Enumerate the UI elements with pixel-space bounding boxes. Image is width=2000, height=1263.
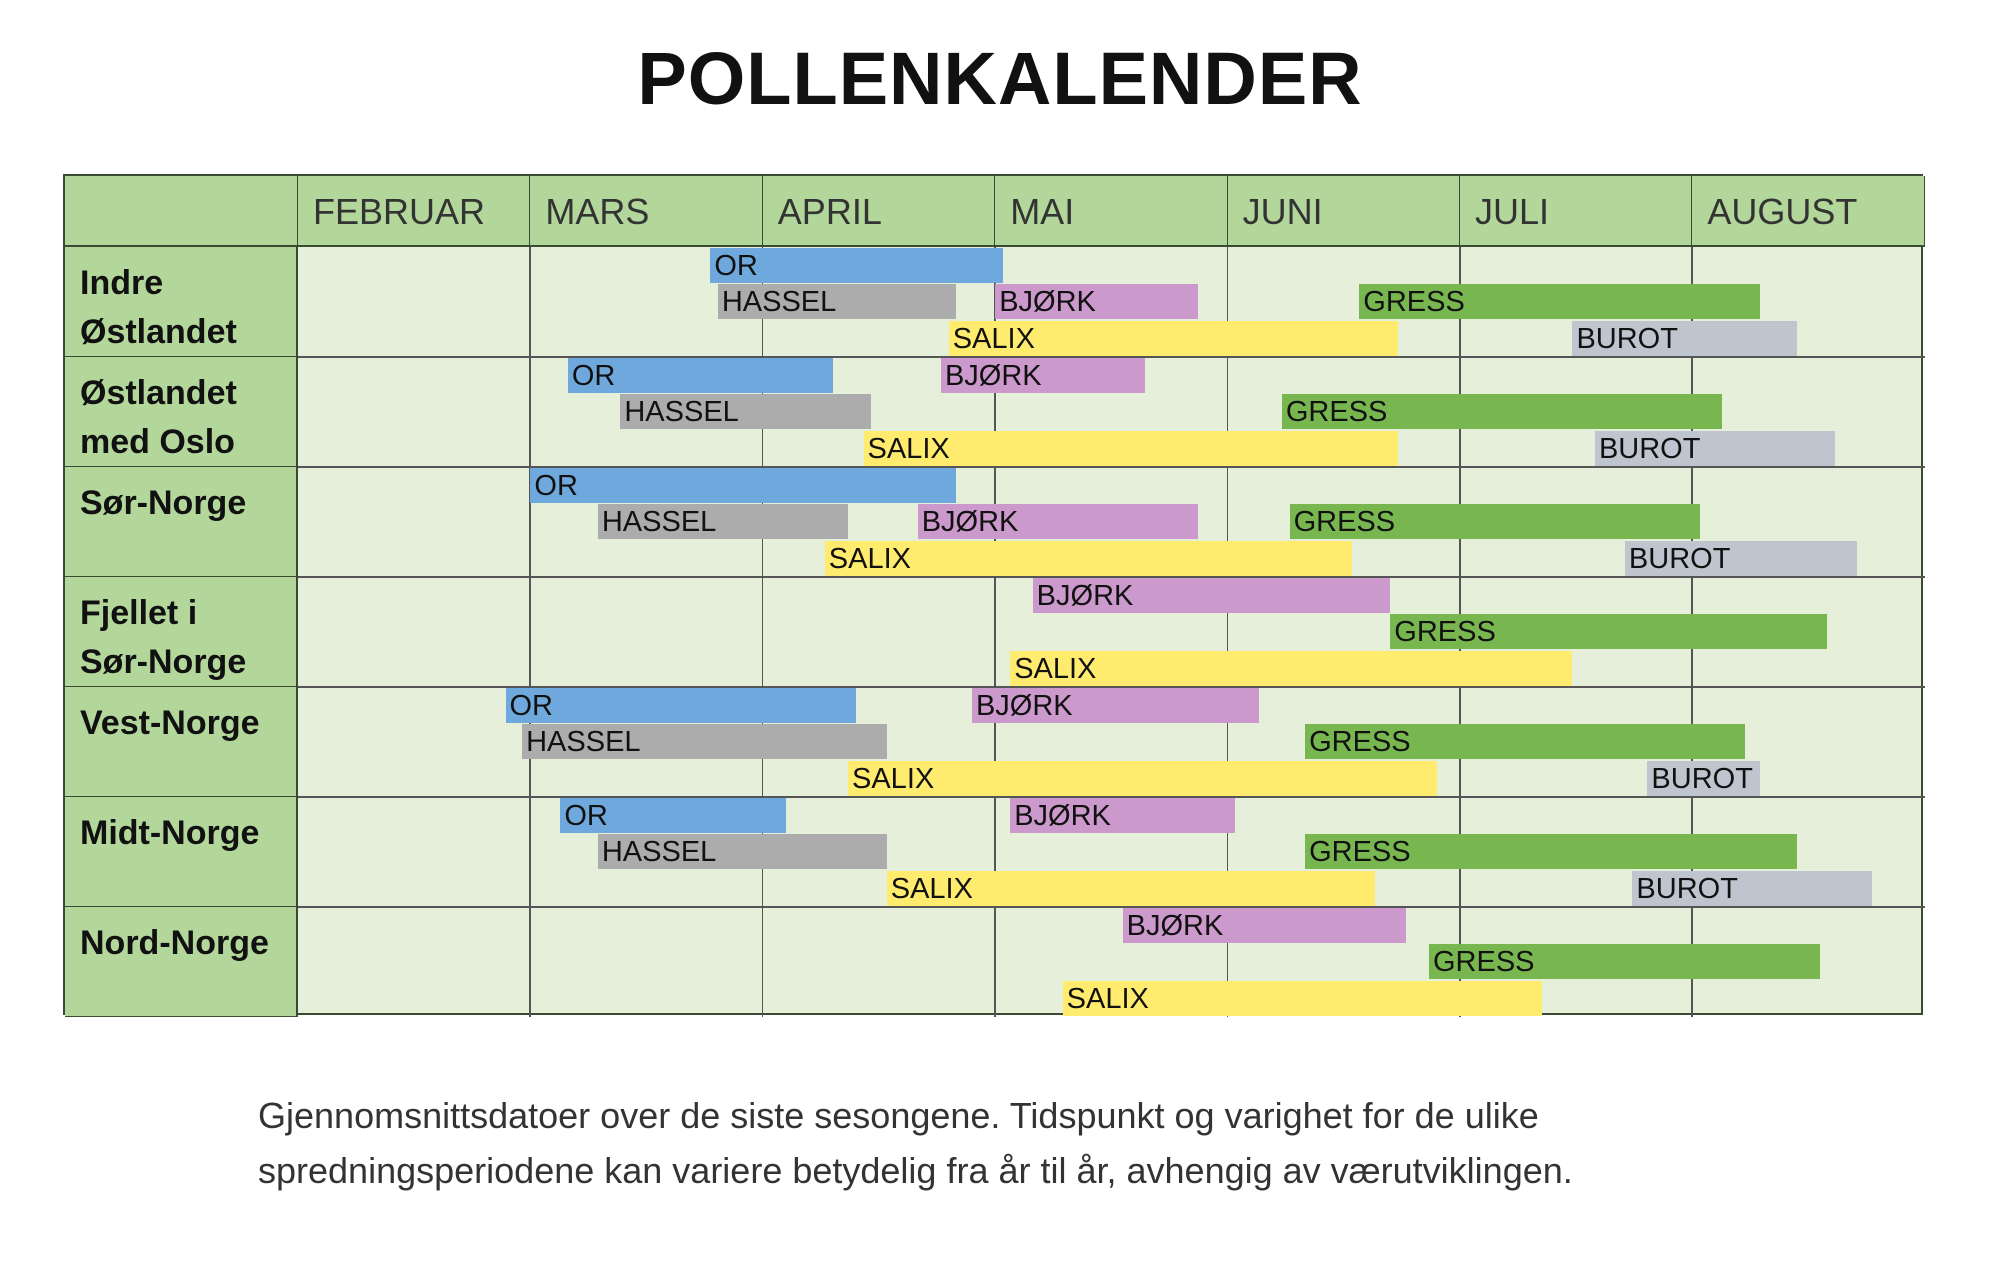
pollen-calendar-chart: FEBRUAR MARS APRIL MAI JUNI JULI AUGUST Indre Øs… xyxy=(63,174,1925,1017)
month-gridline xyxy=(994,247,996,1017)
month-header-april: APRIL xyxy=(762,176,996,247)
region-divider xyxy=(298,906,1925,908)
region-label: Vest-Norge xyxy=(65,687,298,797)
bar-gress: GRESS xyxy=(1390,614,1828,650)
month-header-juni: JUNI xyxy=(1227,176,1460,247)
region-divider xyxy=(298,466,1925,468)
region-label-line: Sør-Norge xyxy=(80,643,247,681)
bar-hassel: HASSEL xyxy=(597,834,887,870)
month-header-mai: MAI xyxy=(995,176,1228,247)
bar-gress: GRESS xyxy=(1429,944,1820,980)
month-header-mars: MARS xyxy=(530,176,763,247)
bar-gress: GRESS xyxy=(1289,504,1700,540)
bar-bjork: BJØRK xyxy=(917,504,1198,540)
bar-salix: SALIX xyxy=(824,540,1352,576)
header-corner xyxy=(65,176,298,247)
bar-salix: SALIX xyxy=(886,870,1375,906)
bar-salix: SALIX xyxy=(1010,650,1573,686)
bar-gress: GRESS xyxy=(1281,394,1723,430)
bar-hassel: HASSEL xyxy=(717,284,957,320)
bar-bjork: BJØRK xyxy=(1122,908,1406,943)
bar-hassel: HASSEL xyxy=(597,504,848,540)
bar-burot: BUROT xyxy=(1632,870,1873,906)
region-label-line: Østlandet xyxy=(80,374,237,412)
bar-gress: GRESS xyxy=(1359,284,1760,320)
month-gridline xyxy=(761,247,764,1017)
month-gridline xyxy=(1226,247,1229,1017)
region-label-line: Fjellet i xyxy=(80,594,198,632)
region-divider xyxy=(298,796,1925,798)
footnote-line-1: Gjennomsnittsdatoer over de siste sesong… xyxy=(258,1095,1539,1136)
bar-burot: BUROT xyxy=(1572,320,1798,356)
page-title: POLLENKALENDER xyxy=(637,37,1363,120)
month-header-februar: FEBRUAR xyxy=(298,176,531,247)
region-label-line: Indre xyxy=(80,264,164,302)
region-label: Fjellet i Sør-Norge xyxy=(65,577,298,687)
region-label: Østlandet med Oslo xyxy=(65,357,298,467)
month-gridline xyxy=(529,247,531,1017)
bar-bjork: BJØRK xyxy=(971,688,1259,723)
bar-or: OR xyxy=(530,468,957,503)
region-label: Sør-Norge xyxy=(65,467,298,577)
month-header-august: AUGUST xyxy=(1692,176,1925,247)
bar-bjork: BJØRK xyxy=(995,284,1198,320)
bar-salix: SALIX xyxy=(863,430,1399,466)
bar-burot: BUROT xyxy=(1594,430,1835,466)
bar-salix: SALIX xyxy=(948,320,1399,356)
bar-or: OR xyxy=(710,248,1003,283)
month-header-juli: JULI xyxy=(1460,176,1693,247)
footnote-line-2: spredningsperiodene kan variere betydeli… xyxy=(258,1150,1573,1191)
bar-burot: BUROT xyxy=(1647,760,1760,796)
bar-gress: GRESS xyxy=(1305,834,1798,870)
region-divider xyxy=(298,576,1925,578)
bar-or: OR xyxy=(505,688,856,723)
bar-hassel: HASSEL xyxy=(620,394,872,430)
bar-hassel: HASSEL xyxy=(522,724,887,760)
region-divider xyxy=(298,686,1925,688)
bar-bjork: BJØRK xyxy=(1032,578,1391,613)
region-label-line: Sør-Norge xyxy=(80,484,247,522)
footnote: Gjennomsnittsdatoer over de siste sesong… xyxy=(258,1088,1573,1198)
region-label-line: Vest-Norge xyxy=(80,704,260,742)
region-label-line: med Oslo xyxy=(80,423,235,461)
bar-or: OR xyxy=(560,798,787,833)
region-label: Nord-Norge xyxy=(65,907,298,1017)
region-label-line: Nord-Norge xyxy=(80,924,269,962)
bar-gress: GRESS xyxy=(1305,724,1745,760)
bar-burot: BUROT xyxy=(1624,540,1858,576)
region-label: Indre Østlandet xyxy=(65,247,298,357)
bar-salix: SALIX xyxy=(848,760,1437,796)
bar-or: OR xyxy=(567,358,833,393)
region-divider xyxy=(298,356,1925,358)
bar-salix: SALIX xyxy=(1062,980,1543,1016)
region-label: Midt-Norge xyxy=(65,797,298,907)
bar-bjork: BJØRK xyxy=(940,358,1146,393)
bar-bjork: BJØRK xyxy=(1010,798,1236,833)
region-label-line: Midt-Norge xyxy=(80,814,260,852)
region-label-line: Østlandet xyxy=(80,313,237,351)
